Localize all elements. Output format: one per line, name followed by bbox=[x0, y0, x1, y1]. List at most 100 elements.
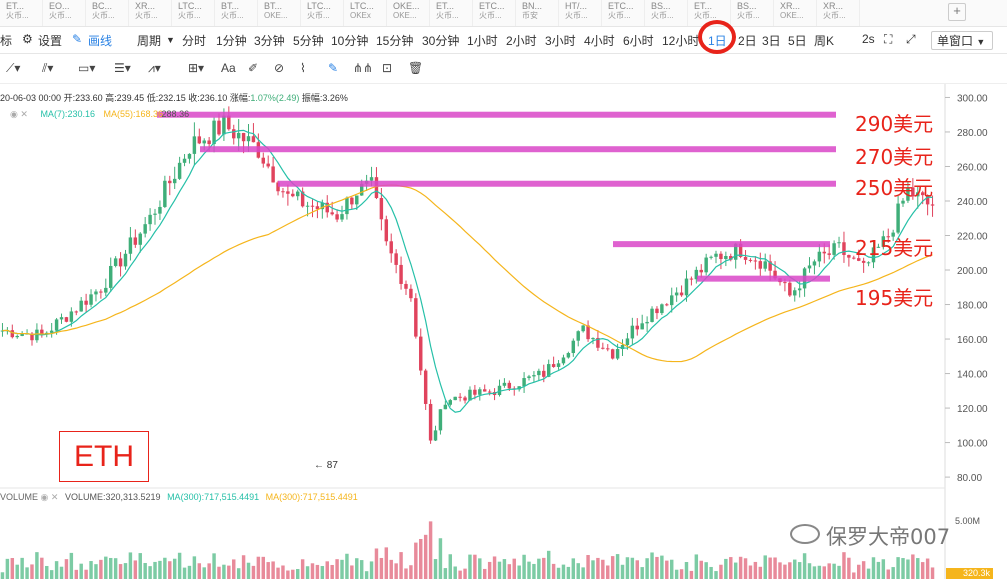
interval-15[interactable]: 3日 bbox=[762, 34, 781, 48]
interval-6[interactable]: 30分钟 bbox=[422, 34, 460, 48]
expand-icon[interactable]: ⤢ bbox=[906, 32, 916, 46]
volume-bar bbox=[212, 553, 216, 579]
interval-11[interactable]: 6小时 bbox=[623, 34, 654, 48]
settings-button[interactable]: 设置 bbox=[38, 34, 63, 48]
volume-bar bbox=[281, 565, 285, 579]
draw-mode-icon[interactable]: ✎ bbox=[328, 61, 339, 75]
volume-bar bbox=[359, 560, 364, 579]
candle-body bbox=[733, 243, 738, 260]
interval-5[interactable]: 15分钟 bbox=[376, 34, 414, 48]
interval-8[interactable]: 2小时 bbox=[506, 34, 537, 48]
watermark: 保罗大帝007 bbox=[826, 525, 951, 549]
market-tab-3[interactable]: XR... 火币... bbox=[129, 0, 172, 26]
market-tab-12[interactable]: BN... 币安 bbox=[516, 0, 559, 26]
level-band-270 bbox=[200, 146, 836, 153]
volume-bar bbox=[670, 559, 674, 579]
interval-0[interactable]: 分时 bbox=[182, 34, 207, 48]
candlestick-chart[interactable]: 300.00 280.00 260.00 240.00 220.00 200.00 180.… bbox=[0, 84, 1007, 579]
market-tab-7[interactable]: LTC... 火币... bbox=[301, 0, 344, 26]
trend-line-icon[interactable]: ⟋▾ bbox=[6, 61, 21, 75]
low-value: 232.15 bbox=[158, 93, 186, 103]
close-icon[interactable]: ✕ bbox=[50, 492, 59, 502]
close-icon[interactable]: ✕ bbox=[20, 109, 28, 119]
window-select[interactable]: 单窗口 ▼ bbox=[931, 31, 993, 50]
level-band-215 bbox=[613, 241, 830, 248]
market-tab-0[interactable]: ET... 火币... bbox=[0, 0, 43, 26]
period-dropdown[interactable]: 周期 bbox=[137, 34, 162, 48]
chart-area[interactable]: 300.00 280.00 260.00 240.00 220.00 200.00 180.… bbox=[0, 84, 1007, 584]
candle-body bbox=[276, 182, 280, 192]
tab-exchange: OKE... bbox=[264, 11, 288, 20]
interval-16[interactable]: 5日 bbox=[788, 34, 807, 48]
volume-bar bbox=[271, 561, 275, 579]
market-tab-1[interactable]: EO... 火币... bbox=[43, 0, 86, 26]
interval-7[interactable]: 1小时 bbox=[467, 34, 498, 48]
candle-body bbox=[925, 195, 930, 205]
visibility-icon[interactable]: ⋔⋔ bbox=[353, 61, 374, 75]
fullscreen-icon[interactable]: ⛶ bbox=[884, 32, 893, 46]
market-tab-15[interactable]: BS... 火币... bbox=[645, 0, 688, 26]
market-tab-11[interactable]: ETC... 火币... bbox=[473, 0, 516, 26]
interval-9[interactable]: 3小时 bbox=[545, 34, 576, 48]
trash-icon[interactable]: 🗑 bbox=[408, 61, 424, 75]
market-tab-19[interactable]: XR... 火币... bbox=[817, 0, 860, 26]
market-tab-10[interactable]: ET... 火币... bbox=[430, 0, 473, 26]
volume-bar bbox=[689, 570, 694, 579]
market-tab-17[interactable]: BS... 火币... bbox=[731, 0, 774, 26]
market-tab-6[interactable]: BT... OKE... bbox=[258, 0, 301, 26]
time-label[interactable]: 2s bbox=[862, 32, 875, 46]
market-tab-8[interactable]: LTC... OKEx bbox=[344, 0, 387, 26]
add-tab-button[interactable]: + bbox=[948, 3, 966, 21]
eye-icon[interactable]: ◉ bbox=[10, 109, 18, 119]
candle-body bbox=[881, 236, 886, 247]
brush-icon[interactable]: ✐ bbox=[248, 61, 259, 75]
tab-exchange: 火币... bbox=[737, 11, 760, 20]
interval-10[interactable]: 4小时 bbox=[584, 34, 615, 48]
ruler-icon[interactable]: ⌇ bbox=[300, 61, 306, 75]
parallel-line-icon[interactable]: ⫽▾ bbox=[42, 61, 54, 75]
interval-12[interactable]: 12小时 bbox=[662, 34, 700, 48]
volume-bar bbox=[428, 521, 433, 579]
gear-icon[interactable]: ⚙ bbox=[22, 32, 33, 46]
lock-icon[interactable]: ⊡ bbox=[382, 61, 393, 75]
interval-14[interactable]: 2日 bbox=[738, 34, 757, 48]
measure-icon[interactable]: ⊞▾ bbox=[188, 61, 205, 75]
market-tab-16[interactable]: ET... 火币... bbox=[688, 0, 731, 26]
volume-bar bbox=[143, 562, 147, 579]
candle-body bbox=[419, 336, 423, 371]
volume-bar bbox=[266, 562, 270, 579]
text-tool[interactable]: Aa bbox=[221, 61, 236, 75]
market-tab-9[interactable]: OKE... OKE... bbox=[387, 0, 430, 26]
volume-bar bbox=[901, 558, 905, 579]
candle-body bbox=[94, 291, 98, 295]
volume-bar bbox=[807, 563, 812, 579]
interval-1[interactable]: 1分钟 bbox=[216, 34, 247, 48]
candle-body bbox=[423, 370, 428, 404]
interval-4[interactable]: 10分钟 bbox=[331, 34, 369, 48]
candle-body bbox=[768, 261, 772, 271]
candle-body bbox=[359, 183, 364, 196]
candle-body bbox=[704, 257, 708, 273]
market-tab-2[interactable]: BC... 火币... bbox=[86, 0, 129, 26]
wave-icon[interactable]: ⩘▾ bbox=[148, 61, 161, 75]
market-tab-4[interactable]: LTC... 火币... bbox=[172, 0, 215, 26]
market-tab-18[interactable]: XR... OKE... bbox=[774, 0, 817, 26]
interval-2[interactable]: 3分钟 bbox=[254, 34, 285, 48]
interval-3[interactable]: 5分钟 bbox=[293, 34, 324, 48]
volume-bar bbox=[320, 566, 325, 579]
pencil-icon[interactable]: ✎ bbox=[72, 32, 83, 46]
volume-bar bbox=[625, 557, 630, 579]
magnet-icon[interactable]: ⊘ bbox=[274, 61, 285, 75]
market-tab-13[interactable]: HT/... 火币... bbox=[559, 0, 602, 26]
market-tab-14[interactable]: ETC... 火币... bbox=[602, 0, 645, 26]
draw-line-button[interactable]: 画线 bbox=[88, 34, 113, 48]
volume-bar bbox=[104, 556, 108, 579]
interval-17[interactable]: 周K bbox=[814, 34, 835, 48]
candle-body bbox=[212, 120, 216, 145]
indicator-button[interactable]: 标 bbox=[0, 34, 13, 48]
eye-icon[interactable]: ◉ bbox=[40, 492, 49, 502]
market-tab-5[interactable]: BT... 火币... bbox=[215, 0, 258, 26]
candle-body bbox=[532, 375, 536, 377]
rectangle-icon[interactable]: ▭▾ bbox=[78, 61, 96, 75]
fib-icon[interactable]: ☰▾ bbox=[114, 61, 131, 75]
